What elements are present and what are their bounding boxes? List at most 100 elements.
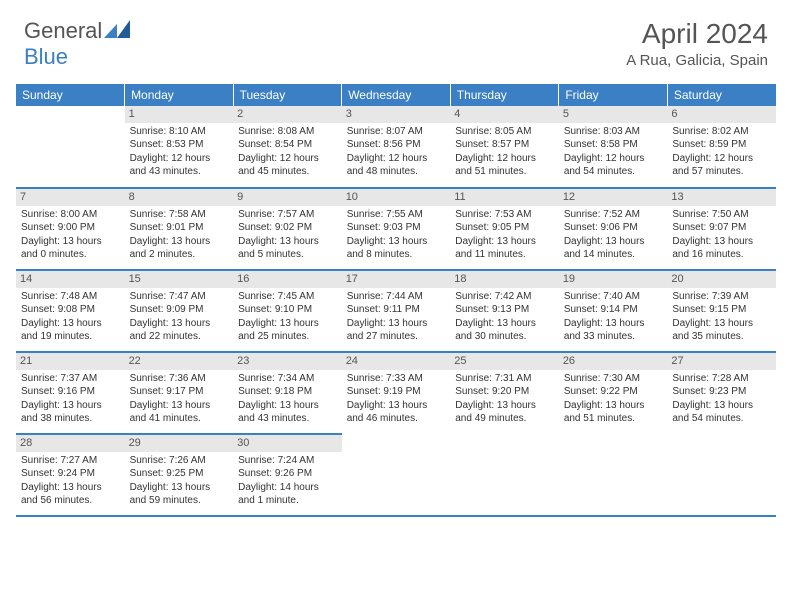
daylight-line-1: Daylight: 13 hours <box>130 317 229 331</box>
calendar-cell: 7Sunrise: 8:00 AMSunset: 9:00 PMDaylight… <box>16 188 125 270</box>
calendar-cell <box>450 434 559 516</box>
daylight-line-2: and 51 minutes. <box>564 412 663 426</box>
sunrise-line: Sunrise: 7:53 AM <box>455 208 554 222</box>
calendar-cell: 15Sunrise: 7:47 AMSunset: 9:09 PMDayligh… <box>125 270 234 352</box>
day-number: 1 <box>125 106 234 123</box>
calendar-cell: 24Sunrise: 7:33 AMSunset: 9:19 PMDayligh… <box>342 352 451 434</box>
calendar-cell: 29Sunrise: 7:26 AMSunset: 9:25 PMDayligh… <box>125 434 234 516</box>
day-header: Sunday <box>16 84 125 106</box>
daylight-line-2: and 45 minutes. <box>238 165 337 179</box>
day-number: 13 <box>667 189 776 206</box>
calendar-cell: 12Sunrise: 7:52 AMSunset: 9:06 PMDayligh… <box>559 188 668 270</box>
calendar-cell: 26Sunrise: 7:30 AMSunset: 9:22 PMDayligh… <box>559 352 668 434</box>
daylight-line-1: Daylight: 12 hours <box>455 152 554 166</box>
calendar-cell <box>667 434 776 516</box>
day-number: 14 <box>16 271 125 288</box>
sunrise-line: Sunrise: 7:58 AM <box>130 208 229 222</box>
sunset-line: Sunset: 8:59 PM <box>672 138 771 152</box>
daylight-line-1: Daylight: 12 hours <box>672 152 771 166</box>
sunrise-line: Sunrise: 7:24 AM <box>238 454 337 468</box>
daylight-line-2: and 25 minutes. <box>238 330 337 344</box>
sunset-line: Sunset: 9:18 PM <box>238 385 337 399</box>
sunrise-line: Sunrise: 7:34 AM <box>238 372 337 386</box>
daylight-line-1: Daylight: 13 hours <box>455 399 554 413</box>
daylight-line-1: Daylight: 13 hours <box>672 317 771 331</box>
sunset-line: Sunset: 9:16 PM <box>21 385 120 399</box>
brand-text: GeneralBlue <box>24 18 130 70</box>
day-number: 21 <box>16 353 125 370</box>
sunset-line: Sunset: 9:15 PM <box>672 303 771 317</box>
daylight-line-2: and 2 minutes. <box>130 248 229 262</box>
day-number: 9 <box>233 189 342 206</box>
daylight-line-2: and 43 minutes. <box>238 412 337 426</box>
calendar-cell <box>559 434 668 516</box>
daylight-line-1: Daylight: 13 hours <box>238 235 337 249</box>
page-header: GeneralBlue April 2024 A Rua, Galicia, S… <box>0 0 792 78</box>
daylight-line-1: Daylight: 13 hours <box>564 317 663 331</box>
calendar-cell: 2Sunrise: 8:08 AMSunset: 8:54 PMDaylight… <box>233 106 342 188</box>
calendar-cell: 17Sunrise: 7:44 AMSunset: 9:11 PMDayligh… <box>342 270 451 352</box>
daylight-line-2: and 1 minute. <box>238 494 337 508</box>
daylight-line-2: and 56 minutes. <box>21 494 120 508</box>
calendar-cell: 11Sunrise: 7:53 AMSunset: 9:05 PMDayligh… <box>450 188 559 270</box>
sunrise-line: Sunrise: 7:55 AM <box>347 208 446 222</box>
sunset-line: Sunset: 9:26 PM <box>238 467 337 481</box>
page-title: April 2024 <box>626 18 768 50</box>
daylight-line-2: and 27 minutes. <box>347 330 446 344</box>
calendar-table: SundayMondayTuesdayWednesdayThursdayFrid… <box>16 84 776 517</box>
day-header: Tuesday <box>233 84 342 106</box>
sunrise-line: Sunrise: 7:30 AM <box>564 372 663 386</box>
day-header: Thursday <box>450 84 559 106</box>
daylight-line-2: and 16 minutes. <box>672 248 771 262</box>
day-number: 12 <box>559 189 668 206</box>
calendar-cell: 13Sunrise: 7:50 AMSunset: 9:07 PMDayligh… <box>667 188 776 270</box>
daylight-line-2: and 35 minutes. <box>672 330 771 344</box>
calendar-cell: 3Sunrise: 8:07 AMSunset: 8:56 PMDaylight… <box>342 106 451 188</box>
calendar-cell: 30Sunrise: 7:24 AMSunset: 9:26 PMDayligh… <box>233 434 342 516</box>
day-number: 11 <box>450 189 559 206</box>
daylight-line-2: and 54 minutes. <box>564 165 663 179</box>
sunrise-line: Sunrise: 8:03 AM <box>564 125 663 139</box>
day-number: 22 <box>125 353 234 370</box>
calendar-cell: 16Sunrise: 7:45 AMSunset: 9:10 PMDayligh… <box>233 270 342 352</box>
daylight-line-2: and 5 minutes. <box>238 248 337 262</box>
calendar-cell <box>342 434 451 516</box>
daylight-line-2: and 33 minutes. <box>564 330 663 344</box>
sunset-line: Sunset: 9:20 PM <box>455 385 554 399</box>
sunrise-line: Sunrise: 7:33 AM <box>347 372 446 386</box>
daylight-line-2: and 46 minutes. <box>347 412 446 426</box>
daylight-line-2: and 59 minutes. <box>130 494 229 508</box>
daylight-line-1: Daylight: 13 hours <box>21 235 120 249</box>
sunset-line: Sunset: 9:03 PM <box>347 221 446 235</box>
calendar-cell: 25Sunrise: 7:31 AMSunset: 9:20 PMDayligh… <box>450 352 559 434</box>
daylight-line-1: Daylight: 13 hours <box>347 317 446 331</box>
calendar-cell: 5Sunrise: 8:03 AMSunset: 8:58 PMDaylight… <box>559 106 668 188</box>
day-number: 17 <box>342 271 451 288</box>
sunrise-line: Sunrise: 7:39 AM <box>672 290 771 304</box>
daylight-line-1: Daylight: 13 hours <box>347 235 446 249</box>
calendar-cell: 28Sunrise: 7:27 AMSunset: 9:24 PMDayligh… <box>16 434 125 516</box>
sunset-line: Sunset: 9:17 PM <box>130 385 229 399</box>
day-number: 30 <box>233 435 342 452</box>
calendar-cell: 22Sunrise: 7:36 AMSunset: 9:17 PMDayligh… <box>125 352 234 434</box>
day-number: 24 <box>342 353 451 370</box>
calendar-row: 21Sunrise: 7:37 AMSunset: 9:16 PMDayligh… <box>16 352 776 434</box>
daylight-line-1: Daylight: 13 hours <box>21 399 120 413</box>
day-number: 4 <box>450 106 559 123</box>
sunset-line: Sunset: 9:11 PM <box>347 303 446 317</box>
daylight-line-2: and 14 minutes. <box>564 248 663 262</box>
calendar-cell: 6Sunrise: 8:02 AMSunset: 8:59 PMDaylight… <box>667 106 776 188</box>
day-number: 10 <box>342 189 451 206</box>
daylight-line-1: Daylight: 13 hours <box>564 399 663 413</box>
daylight-line-2: and 49 minutes. <box>455 412 554 426</box>
calendar-row: 1Sunrise: 8:10 AMSunset: 8:53 PMDaylight… <box>16 106 776 188</box>
sunrise-line: Sunrise: 8:05 AM <box>455 125 554 139</box>
sunset-line: Sunset: 8:54 PM <box>238 138 337 152</box>
sunrise-line: Sunrise: 7:47 AM <box>130 290 229 304</box>
calendar-cell: 9Sunrise: 7:57 AMSunset: 9:02 PMDaylight… <box>233 188 342 270</box>
daylight-line-1: Daylight: 13 hours <box>130 235 229 249</box>
calendar-cell: 14Sunrise: 7:48 AMSunset: 9:08 PMDayligh… <box>16 270 125 352</box>
day-number: 2 <box>233 106 342 123</box>
sunrise-line: Sunrise: 7:45 AM <box>238 290 337 304</box>
sunset-line: Sunset: 9:13 PM <box>455 303 554 317</box>
